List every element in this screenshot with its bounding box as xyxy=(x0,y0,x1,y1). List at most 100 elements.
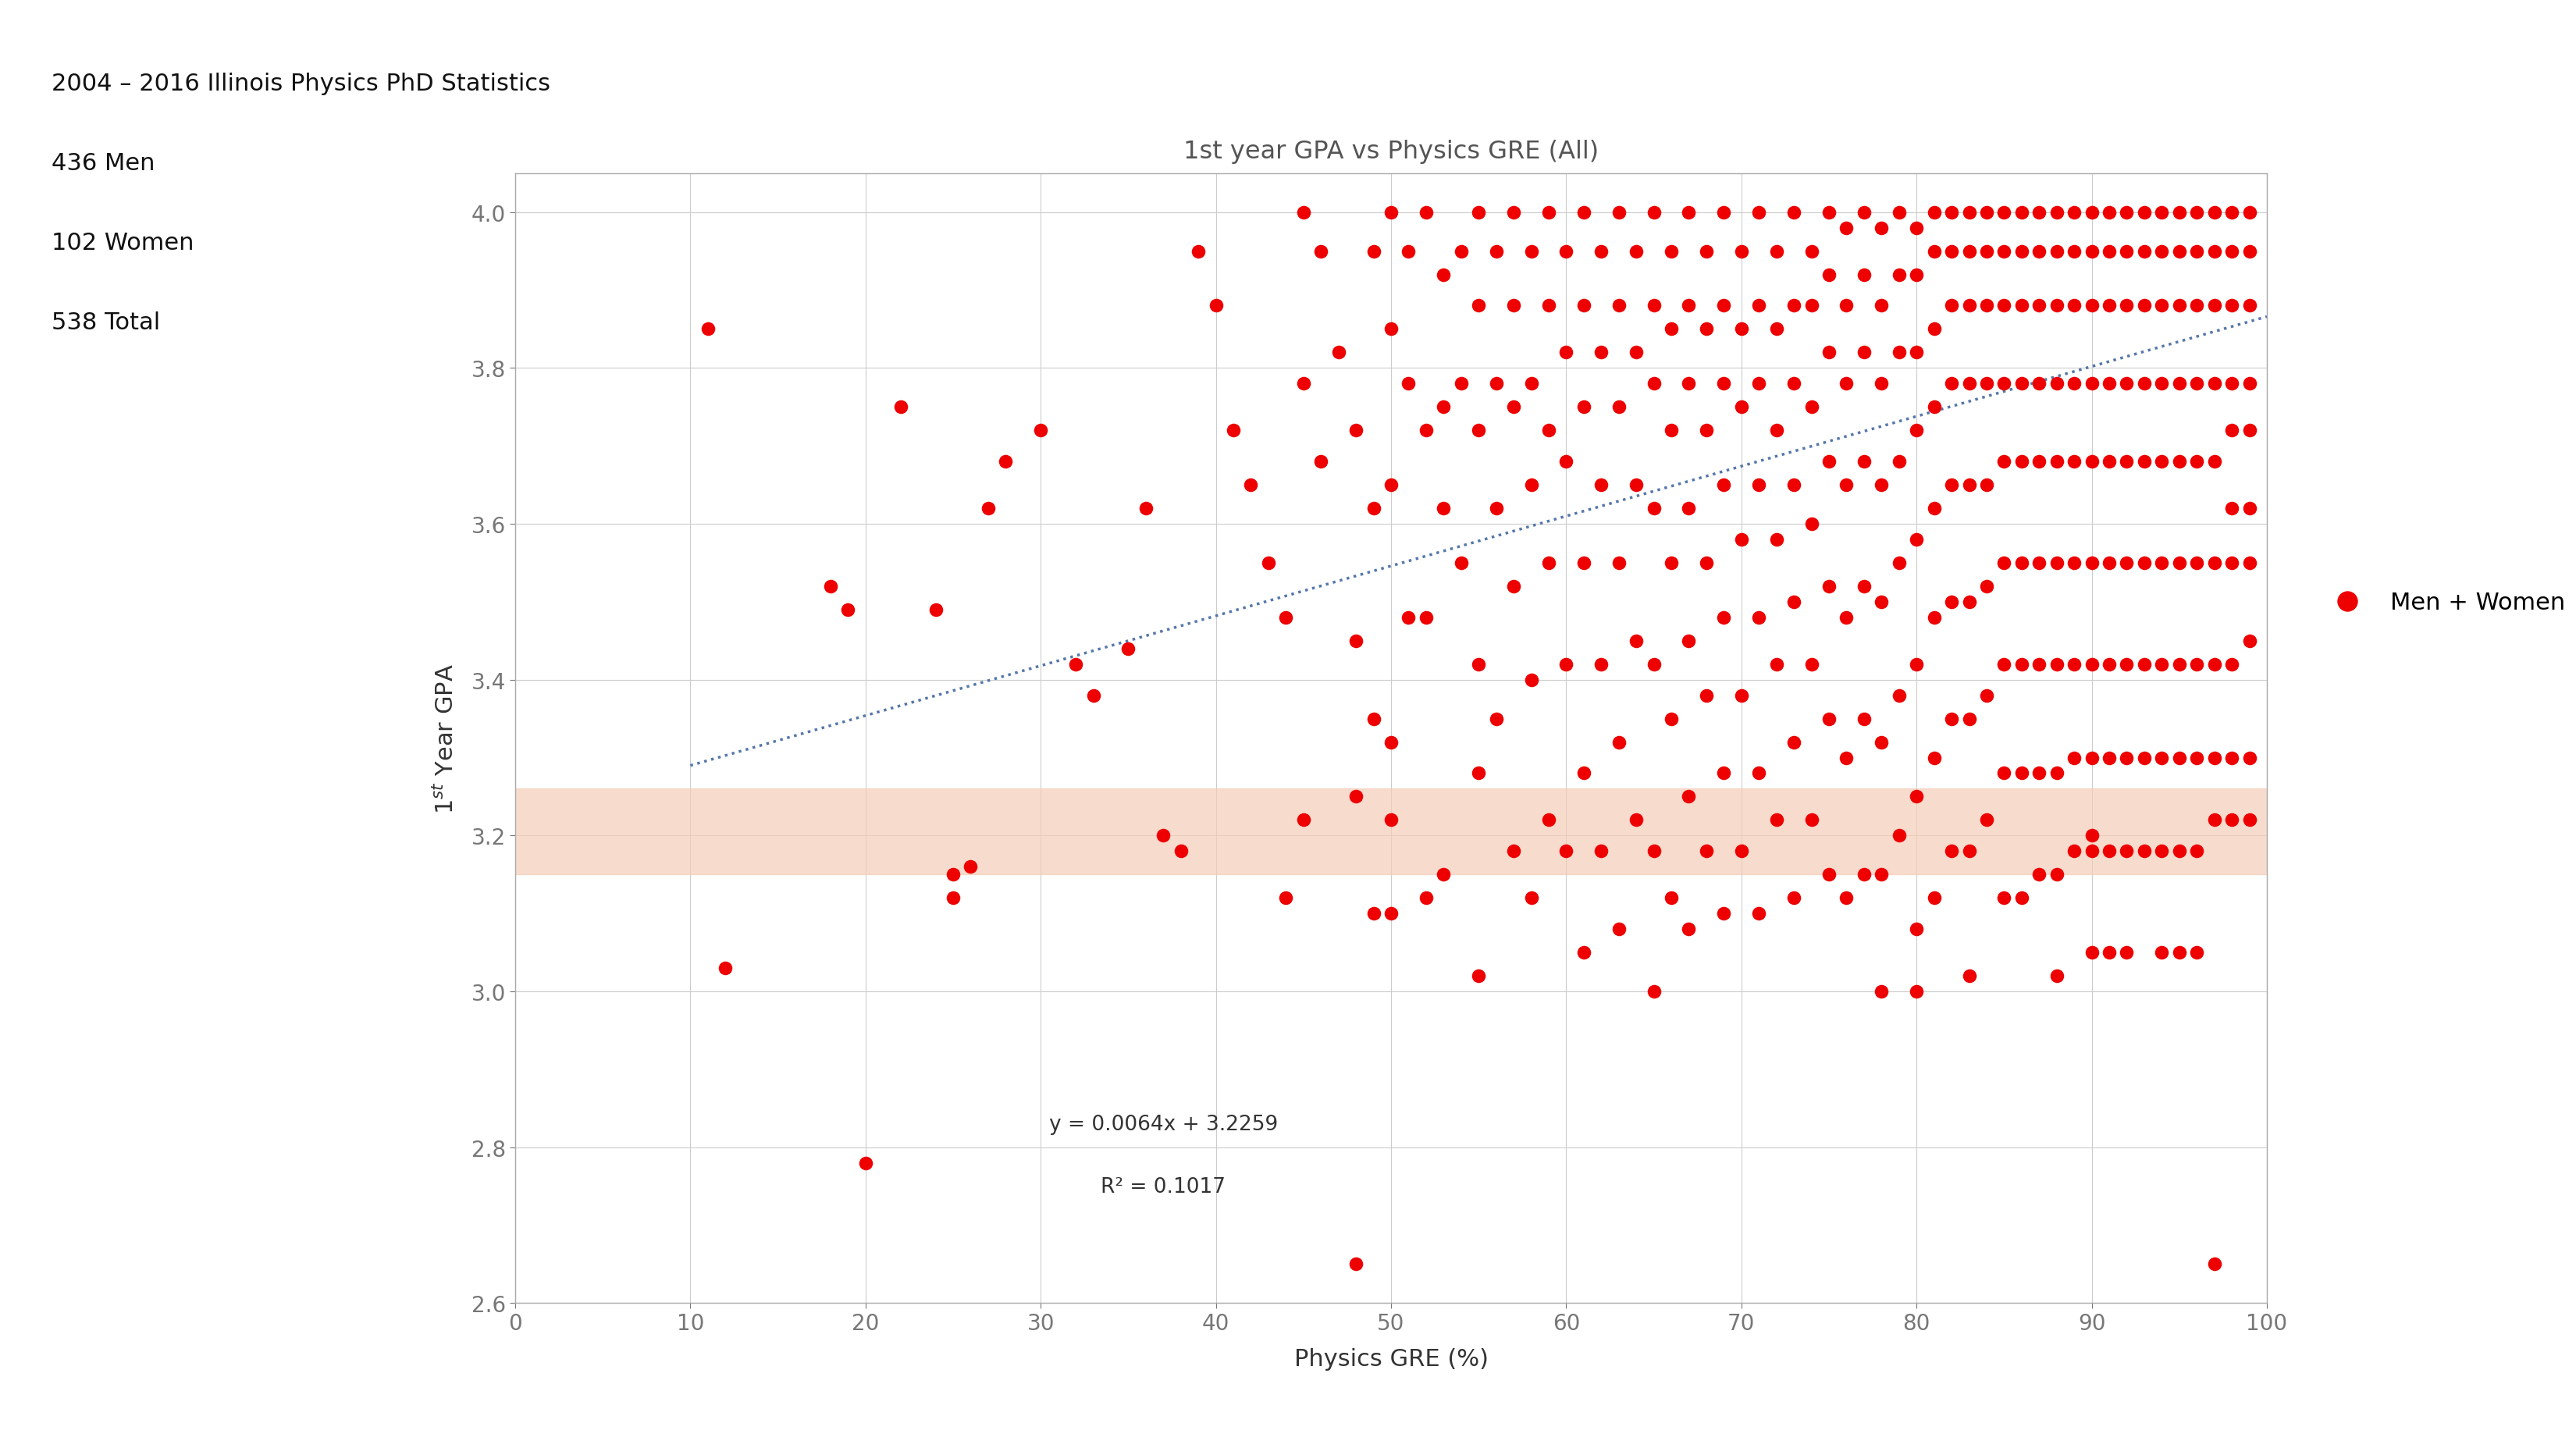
Point xyxy=(1914,201,1955,224)
Point xyxy=(1685,552,1726,575)
Point xyxy=(2141,941,2182,964)
Point xyxy=(1020,420,1061,443)
Point xyxy=(1546,653,1587,676)
Point xyxy=(1422,863,1463,886)
Point xyxy=(2177,552,2218,575)
Point xyxy=(2159,941,2200,964)
Point xyxy=(1826,746,1868,769)
Point xyxy=(1370,902,1412,925)
Point xyxy=(2107,552,2148,575)
Point xyxy=(1685,420,1726,443)
Point xyxy=(1213,420,1255,443)
Point xyxy=(1422,264,1463,287)
Point xyxy=(1826,607,1868,630)
Point xyxy=(1844,201,1886,224)
Point xyxy=(2089,552,2130,575)
Point xyxy=(1440,552,1481,575)
Point xyxy=(2195,653,2236,676)
Point xyxy=(2089,746,2130,769)
Point xyxy=(2035,372,2076,395)
Point xyxy=(2071,294,2112,317)
Point xyxy=(1721,840,1762,863)
Point xyxy=(2071,840,2112,863)
Point xyxy=(1615,630,1656,653)
Point xyxy=(2141,240,2182,264)
Point xyxy=(1703,201,1744,224)
Point xyxy=(1633,653,1674,676)
Point xyxy=(1476,497,1517,520)
Point xyxy=(1772,473,1814,497)
Point xyxy=(1844,708,1886,731)
Point xyxy=(2177,653,2218,676)
Point xyxy=(1826,294,1868,317)
Point xyxy=(2195,808,2236,831)
Point xyxy=(2195,552,2236,575)
Point xyxy=(1947,201,1989,224)
Point xyxy=(2089,941,2130,964)
Point xyxy=(2035,201,2076,224)
Point xyxy=(1651,886,1692,909)
Point xyxy=(1860,217,1901,240)
Point xyxy=(1790,240,1832,264)
Point xyxy=(2195,240,2236,264)
Point xyxy=(1388,240,1430,264)
Point xyxy=(1878,824,1919,847)
Title: 1st year GPA vs Physics GRE (All): 1st year GPA vs Physics GRE (All) xyxy=(1182,140,1600,164)
Point xyxy=(2123,450,2164,473)
Point xyxy=(1352,497,1394,520)
Point xyxy=(2002,294,2043,317)
Point xyxy=(1669,201,1710,224)
Point xyxy=(1422,395,1463,418)
Point xyxy=(1283,372,1324,395)
Point xyxy=(1896,980,1937,1003)
Point xyxy=(1370,731,1412,754)
Point xyxy=(1597,395,1638,418)
Point xyxy=(1965,201,2007,224)
Point xyxy=(1352,240,1394,264)
Point xyxy=(1144,824,1185,847)
Point xyxy=(2089,201,2130,224)
Point xyxy=(2141,746,2182,769)
Point xyxy=(2020,552,2061,575)
Point xyxy=(1564,552,1605,575)
Point xyxy=(1860,473,1901,497)
Point xyxy=(1984,372,2025,395)
Point xyxy=(969,497,1010,520)
Point xyxy=(2035,762,2076,785)
Point xyxy=(1597,552,1638,575)
Point xyxy=(2141,372,2182,395)
Point xyxy=(2035,964,2076,988)
Point xyxy=(2071,372,2112,395)
Point xyxy=(1914,319,1955,342)
Point xyxy=(1896,342,1937,365)
Point xyxy=(2177,372,2218,395)
Text: y = 0.0064x + 3.2259: y = 0.0064x + 3.2259 xyxy=(1048,1114,1278,1134)
Point xyxy=(2020,653,2061,676)
Point xyxy=(1582,653,1623,676)
Point xyxy=(1564,941,1605,964)
Point xyxy=(1651,708,1692,731)
Point xyxy=(2107,450,2148,473)
Point xyxy=(1247,552,1288,575)
Point xyxy=(1406,420,1448,443)
Point xyxy=(1844,450,1886,473)
Point xyxy=(2053,201,2094,224)
Point xyxy=(1984,762,2025,785)
Point xyxy=(2177,941,2218,964)
Point xyxy=(2089,653,2130,676)
Point xyxy=(1914,746,1955,769)
Point xyxy=(1739,762,1780,785)
Point xyxy=(1494,294,1535,317)
Point xyxy=(1458,420,1499,443)
Point xyxy=(2123,372,2164,395)
Point xyxy=(1914,240,1955,264)
Point xyxy=(1564,294,1605,317)
Point xyxy=(1458,201,1499,224)
Point xyxy=(1984,653,2025,676)
Point xyxy=(2195,201,2236,224)
Point xyxy=(1108,637,1149,660)
Point xyxy=(2228,420,2269,443)
Point xyxy=(1965,240,2007,264)
Point xyxy=(2177,294,2218,317)
Point xyxy=(1406,201,1448,224)
